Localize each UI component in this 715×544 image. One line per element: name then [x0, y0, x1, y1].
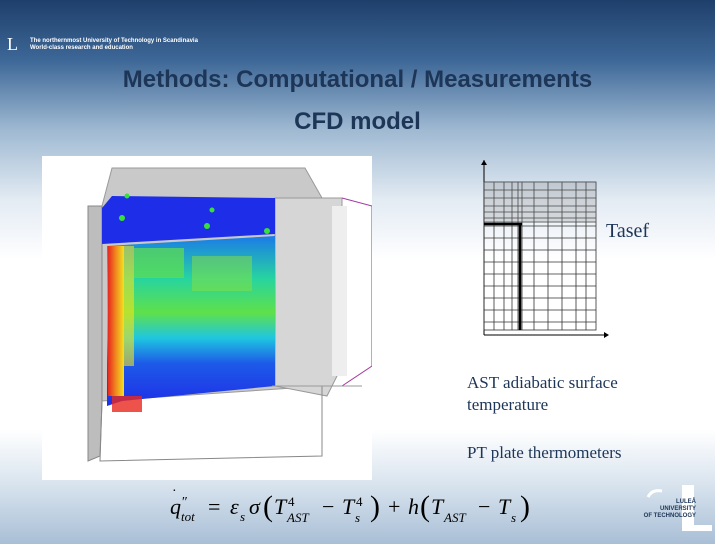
svg-text:): ) [370, 490, 380, 523]
tasef-mesh-grid [476, 160, 611, 345]
svg-text:(: ( [263, 490, 273, 523]
svg-text:4: 4 [356, 494, 363, 509]
slide-title: Methods: Computational / Measurements [122, 66, 593, 93]
svg-text:T: T [498, 494, 512, 519]
svg-text:=: = [208, 494, 220, 519]
heat-flux-formula: q · ″ tot = ε s σ ( T 4 AST − T 4 s ) + … [150, 476, 570, 536]
university-logo: LULEÅ UNIVERSITY OF TECHNOLOGY [622, 483, 714, 538]
cfd-image [42, 156, 373, 480]
svg-text:tot: tot [181, 509, 195, 524]
logo-line-2: UNIVERSITY [659, 506, 696, 512]
university-logo-icon [646, 485, 712, 531]
slide-subtitle: CFD model [294, 108, 421, 135]
svg-text:−: − [478, 494, 490, 519]
svg-text:+: + [388, 494, 400, 519]
svg-text:·: · [172, 484, 177, 499]
svg-text:T: T [342, 494, 356, 519]
tagline-line-1: The northernmost University of Technolog… [30, 38, 198, 44]
tasef-label: Tasef [606, 220, 650, 242]
svg-text:h: h [408, 494, 419, 519]
ast-label: AST adiabatic surface temperature [467, 372, 707, 416]
ltu-logo-icon: L [7, 34, 18, 54]
svg-text:q: q [170, 494, 181, 519]
mesh-grid-icon [481, 160, 609, 338]
svg-text:ε: ε [230, 494, 239, 519]
university-logo-text: LULEÅ UNIVERSITY OF TECHNOLOGY [642, 499, 696, 520]
logo-line-1: LULEÅ [676, 499, 696, 505]
svg-text:4: 4 [288, 494, 295, 509]
svg-text:T: T [431, 494, 445, 519]
svg-text:T: T [274, 494, 288, 519]
svg-text:σ: σ [249, 494, 261, 519]
formula-icon: q · ″ tot = ε s σ ( T 4 AST − T 4 s ) + … [170, 484, 530, 525]
ast-line-1: AST adiabatic surface [467, 373, 618, 392]
cfd-simulation-icon [87, 167, 373, 462]
svg-text:): ) [520, 490, 530, 523]
tagline-line-2: World-class research and education [30, 45, 133, 51]
svg-text:s: s [355, 510, 360, 525]
pt-label: PT plate thermometers [467, 443, 622, 462]
svg-text:″: ″ [181, 495, 187, 510]
svg-text:AST: AST [443, 510, 466, 525]
svg-text:(: ( [420, 490, 430, 523]
svg-text:AST: AST [286, 510, 309, 525]
logo-line-3: OF TECHNOLOGY [643, 513, 696, 519]
header-tagline: The northernmost University of Technolog… [30, 38, 198, 52]
svg-text:−: − [322, 494, 334, 519]
ast-line-2: temperature [467, 395, 549, 414]
svg-text:s: s [240, 509, 245, 524]
svg-text:s: s [511, 510, 516, 525]
